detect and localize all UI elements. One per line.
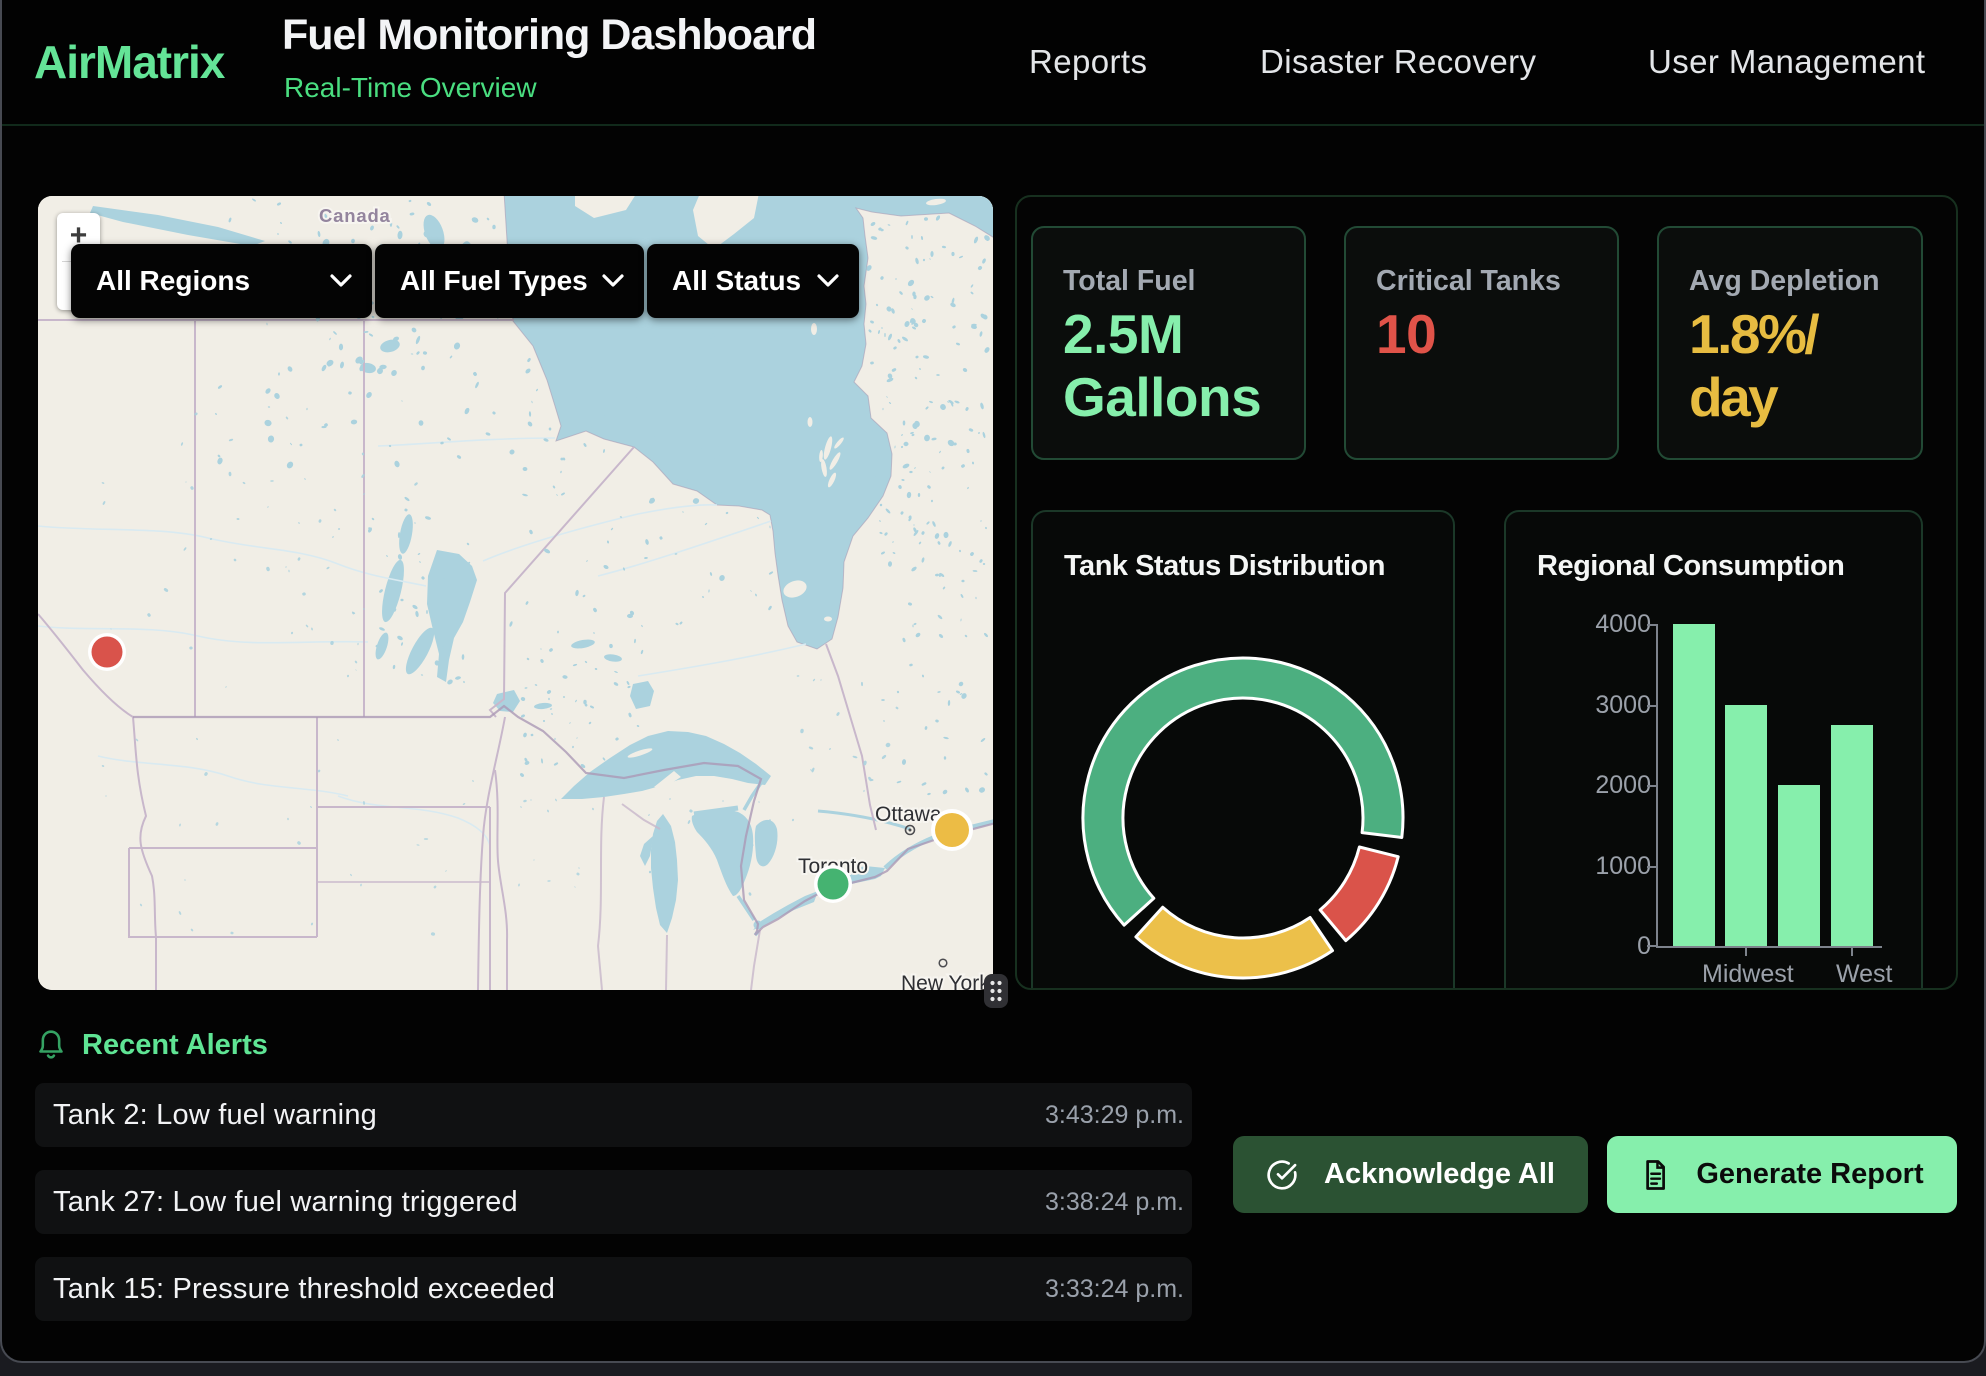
- svg-text:Ottawa: Ottawa: [875, 803, 942, 826]
- svg-text:New York: New York: [901, 972, 990, 990]
- svg-text:Toronto: Toronto: [798, 855, 868, 878]
- svg-text:Canada: Canada: [319, 205, 391, 226]
